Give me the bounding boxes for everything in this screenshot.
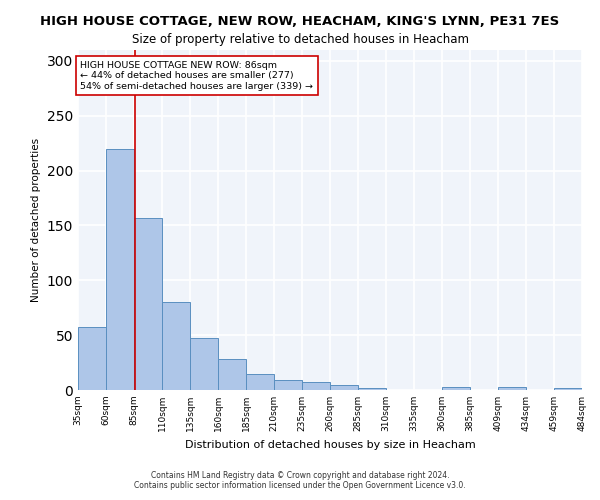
Bar: [190, 338, 218, 390]
Bar: [246, 374, 274, 390]
Text: Size of property relative to detached houses in Heacham: Size of property relative to detached ho…: [131, 32, 469, 46]
Bar: [106, 148, 134, 390]
Text: Contains HM Land Registry data © Crown copyright and database right 2024.
Contai: Contains HM Land Registry data © Crown c…: [134, 470, 466, 490]
Bar: [554, 388, 582, 390]
Bar: [330, 384, 358, 390]
Bar: [302, 382, 330, 390]
Text: HIGH HOUSE COTTAGE NEW ROW: 86sqm
← 44% of detached houses are smaller (277)
54%: HIGH HOUSE COTTAGE NEW ROW: 86sqm ← 44% …: [80, 61, 313, 91]
Bar: [134, 218, 162, 390]
Bar: [442, 386, 470, 390]
Bar: [358, 388, 386, 390]
Text: HIGH HOUSE COTTAGE, NEW ROW, HEACHAM, KING'S LYNN, PE31 7ES: HIGH HOUSE COTTAGE, NEW ROW, HEACHAM, KI…: [40, 15, 560, 28]
Bar: [162, 302, 190, 390]
Y-axis label: Number of detached properties: Number of detached properties: [31, 138, 41, 302]
Bar: [274, 380, 302, 390]
Bar: [218, 360, 246, 390]
X-axis label: Distribution of detached houses by size in Heacham: Distribution of detached houses by size …: [185, 440, 475, 450]
Bar: [78, 328, 106, 390]
Bar: [498, 386, 526, 390]
